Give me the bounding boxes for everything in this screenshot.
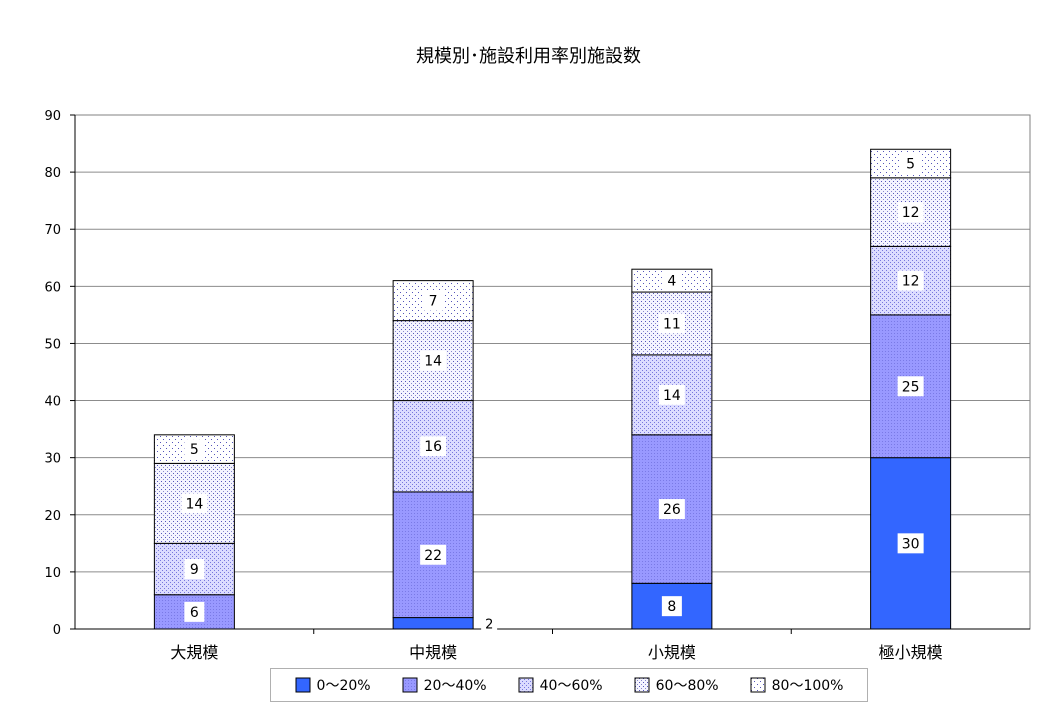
data-label-box [658,499,685,520]
data-label: 5 [190,442,199,458]
bar-segment [631,582,713,630]
data-label-box [900,153,921,174]
x-tick-label: 中規模 [409,643,457,662]
y-tick-label: 80 [44,166,61,181]
chart-legend: 0～20% 20～40% 40～60% 60～80% 80～100% [270,668,868,702]
data-label: 26 [663,502,681,518]
data-label-box [481,614,498,633]
y-tick-label: 60 [44,280,61,295]
data-label: 22 [424,548,442,564]
y-tick-label: 30 [44,452,61,467]
bar-segment [392,280,474,322]
legend-swatch [402,677,418,693]
data-label-box [658,313,685,334]
data-label: 8 [667,599,676,615]
data-label: 12 [902,205,920,221]
data-label-box [184,559,205,580]
legend-item: 40～60% [518,675,603,695]
y-tick-label: 70 [44,223,61,238]
data-label-box [897,202,924,223]
data-label-box [420,436,447,457]
chart-title: 規模別･施設利用率別施設数 [416,46,641,67]
data-label: 5 [906,157,915,173]
data-label-box [658,384,685,405]
bar-segment [153,542,235,596]
x-tick-label: 極小規模 [879,643,943,662]
data-label-box [184,601,205,622]
data-label: 11 [663,316,681,332]
data-label: 30 [902,536,920,552]
y-tick-label: 10 [44,566,61,581]
legend-item: 20～40% [402,675,487,695]
data-label: 9 [190,562,199,578]
legend-label: 0～20% [316,678,371,694]
legend-swatch [295,677,311,693]
data-label-box [420,350,447,371]
y-tick-label: 0 [53,623,61,638]
bar-segment [392,617,474,630]
data-label: 14 [663,388,681,404]
y-tick-label: 40 [44,395,61,410]
data-label: 2 [485,617,493,632]
legend-label: 80～100% [771,678,844,694]
legend-item: 60～80% [634,675,719,695]
y-tick-label: 20 [44,509,61,524]
data-label-box [181,493,208,514]
legend-swatch [750,677,766,693]
data-label: 4 [667,274,676,290]
data-label: 16 [424,439,442,455]
data-label-box [897,270,924,291]
data-label-box [184,439,205,460]
legend-label: 20～40% [423,678,487,694]
data-label: 7 [429,294,438,310]
data-label: 14 [185,496,203,512]
legend-label: 60～80% [655,678,719,694]
data-label-box [897,533,924,554]
legend-item: 0～20% [295,675,371,695]
data-label-box [423,290,444,311]
legend-item: 80～100% [750,675,844,695]
data-label-box [661,596,682,617]
data-label: 6 [190,605,199,621]
data-label: 12 [902,274,920,290]
y-tick-label: 50 [44,337,61,352]
y-tick-label: 90 [44,109,61,124]
data-label-box [661,270,682,291]
legend-swatch [518,677,534,693]
data-label-box [897,376,924,397]
x-tick-label: 大規模 [170,643,218,662]
data-label: 14 [424,354,442,370]
data-label-box [420,544,447,565]
x-tick-label: 小規模 [648,643,696,662]
legend-label: 40～60% [539,678,603,694]
data-label: 25 [902,379,920,395]
legend-swatch [634,677,650,693]
